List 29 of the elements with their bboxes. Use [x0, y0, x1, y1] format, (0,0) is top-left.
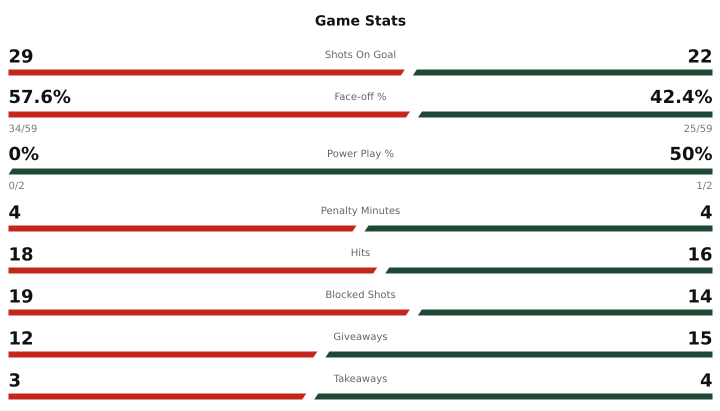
data-label: 0% — [8, 144, 40, 165]
data-label: 22 — [687, 46, 713, 68]
category-label: Hits — [350, 248, 370, 259]
data-label: 12 — [8, 328, 34, 350]
data-label: 19 — [8, 286, 34, 308]
data-label: 29 — [8, 46, 34, 68]
data-label: 4 — [700, 202, 713, 224]
data-label: 3 — [8, 370, 22, 392]
data-label: 14 — [687, 286, 713, 308]
data-label: 4 — [8, 202, 22, 224]
category-label: Takeaways — [332, 374, 388, 385]
category-label: Power Play % — [327, 149, 394, 160]
data-label: 57.6% — [8, 87, 71, 108]
category-label: Blocked Shots — [325, 290, 396, 301]
data-label: 4 — [700, 370, 713, 392]
category-label: Giveaways — [333, 332, 388, 343]
text: Game Stats — [314, 14, 406, 30]
data-label: 50% — [669, 144, 713, 165]
data-label: 15 — [687, 328, 713, 350]
text: 0/2 — [8, 181, 25, 192]
text: 25/59 — [684, 124, 713, 135]
category-label: Face-off % — [334, 92, 387, 103]
data-label: 42.4% — [650, 87, 713, 108]
category-label: Shots On Goal — [324, 50, 396, 61]
text: 1/2 — [696, 181, 712, 192]
category-label: Penalty Minutes — [320, 206, 400, 217]
text: 34/59 — [8, 124, 38, 135]
data-label: 18 — [8, 244, 34, 266]
data-label: 16 — [687, 244, 713, 266]
